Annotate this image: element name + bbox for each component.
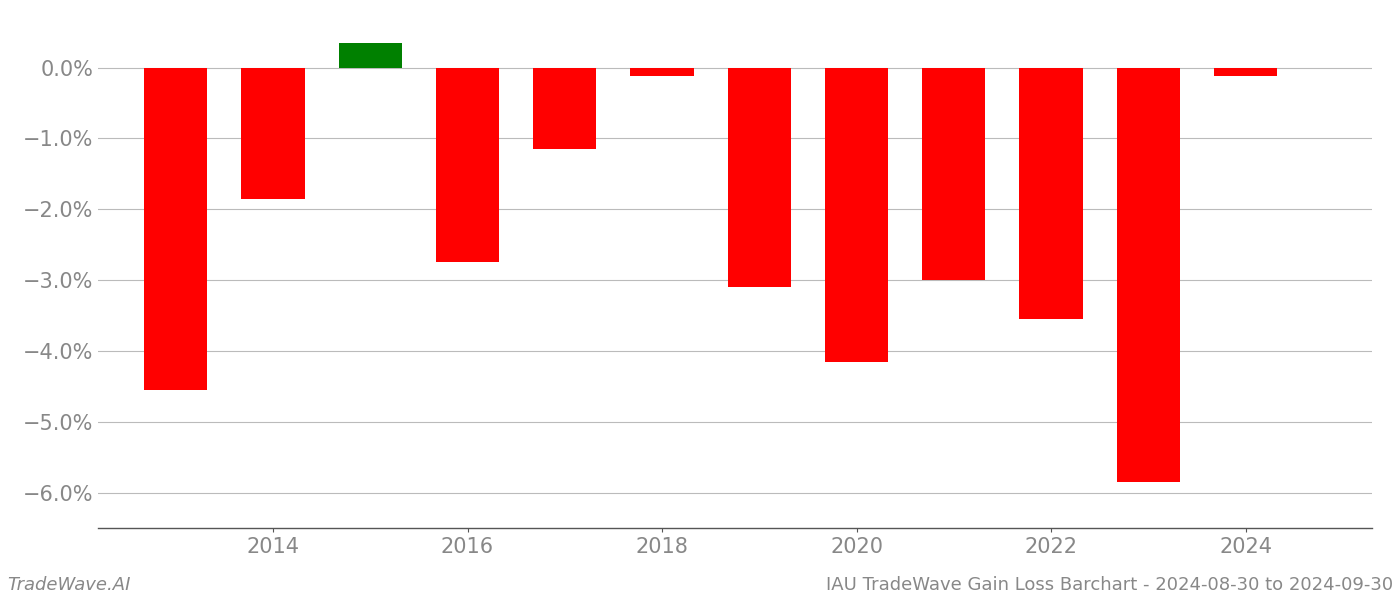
Bar xyxy=(241,68,305,199)
Bar xyxy=(1019,68,1082,319)
Bar xyxy=(435,68,500,262)
Bar xyxy=(1117,68,1180,482)
Bar xyxy=(339,43,402,68)
Text: TradeWave.AI: TradeWave.AI xyxy=(7,576,130,594)
Bar xyxy=(533,68,596,149)
Bar xyxy=(923,68,986,280)
Bar xyxy=(1214,68,1277,76)
Bar xyxy=(630,68,693,76)
Text: IAU TradeWave Gain Loss Barchart - 2024-08-30 to 2024-09-30: IAU TradeWave Gain Loss Barchart - 2024-… xyxy=(826,576,1393,594)
Bar xyxy=(728,68,791,287)
Bar xyxy=(144,68,207,390)
Bar xyxy=(825,68,888,362)
